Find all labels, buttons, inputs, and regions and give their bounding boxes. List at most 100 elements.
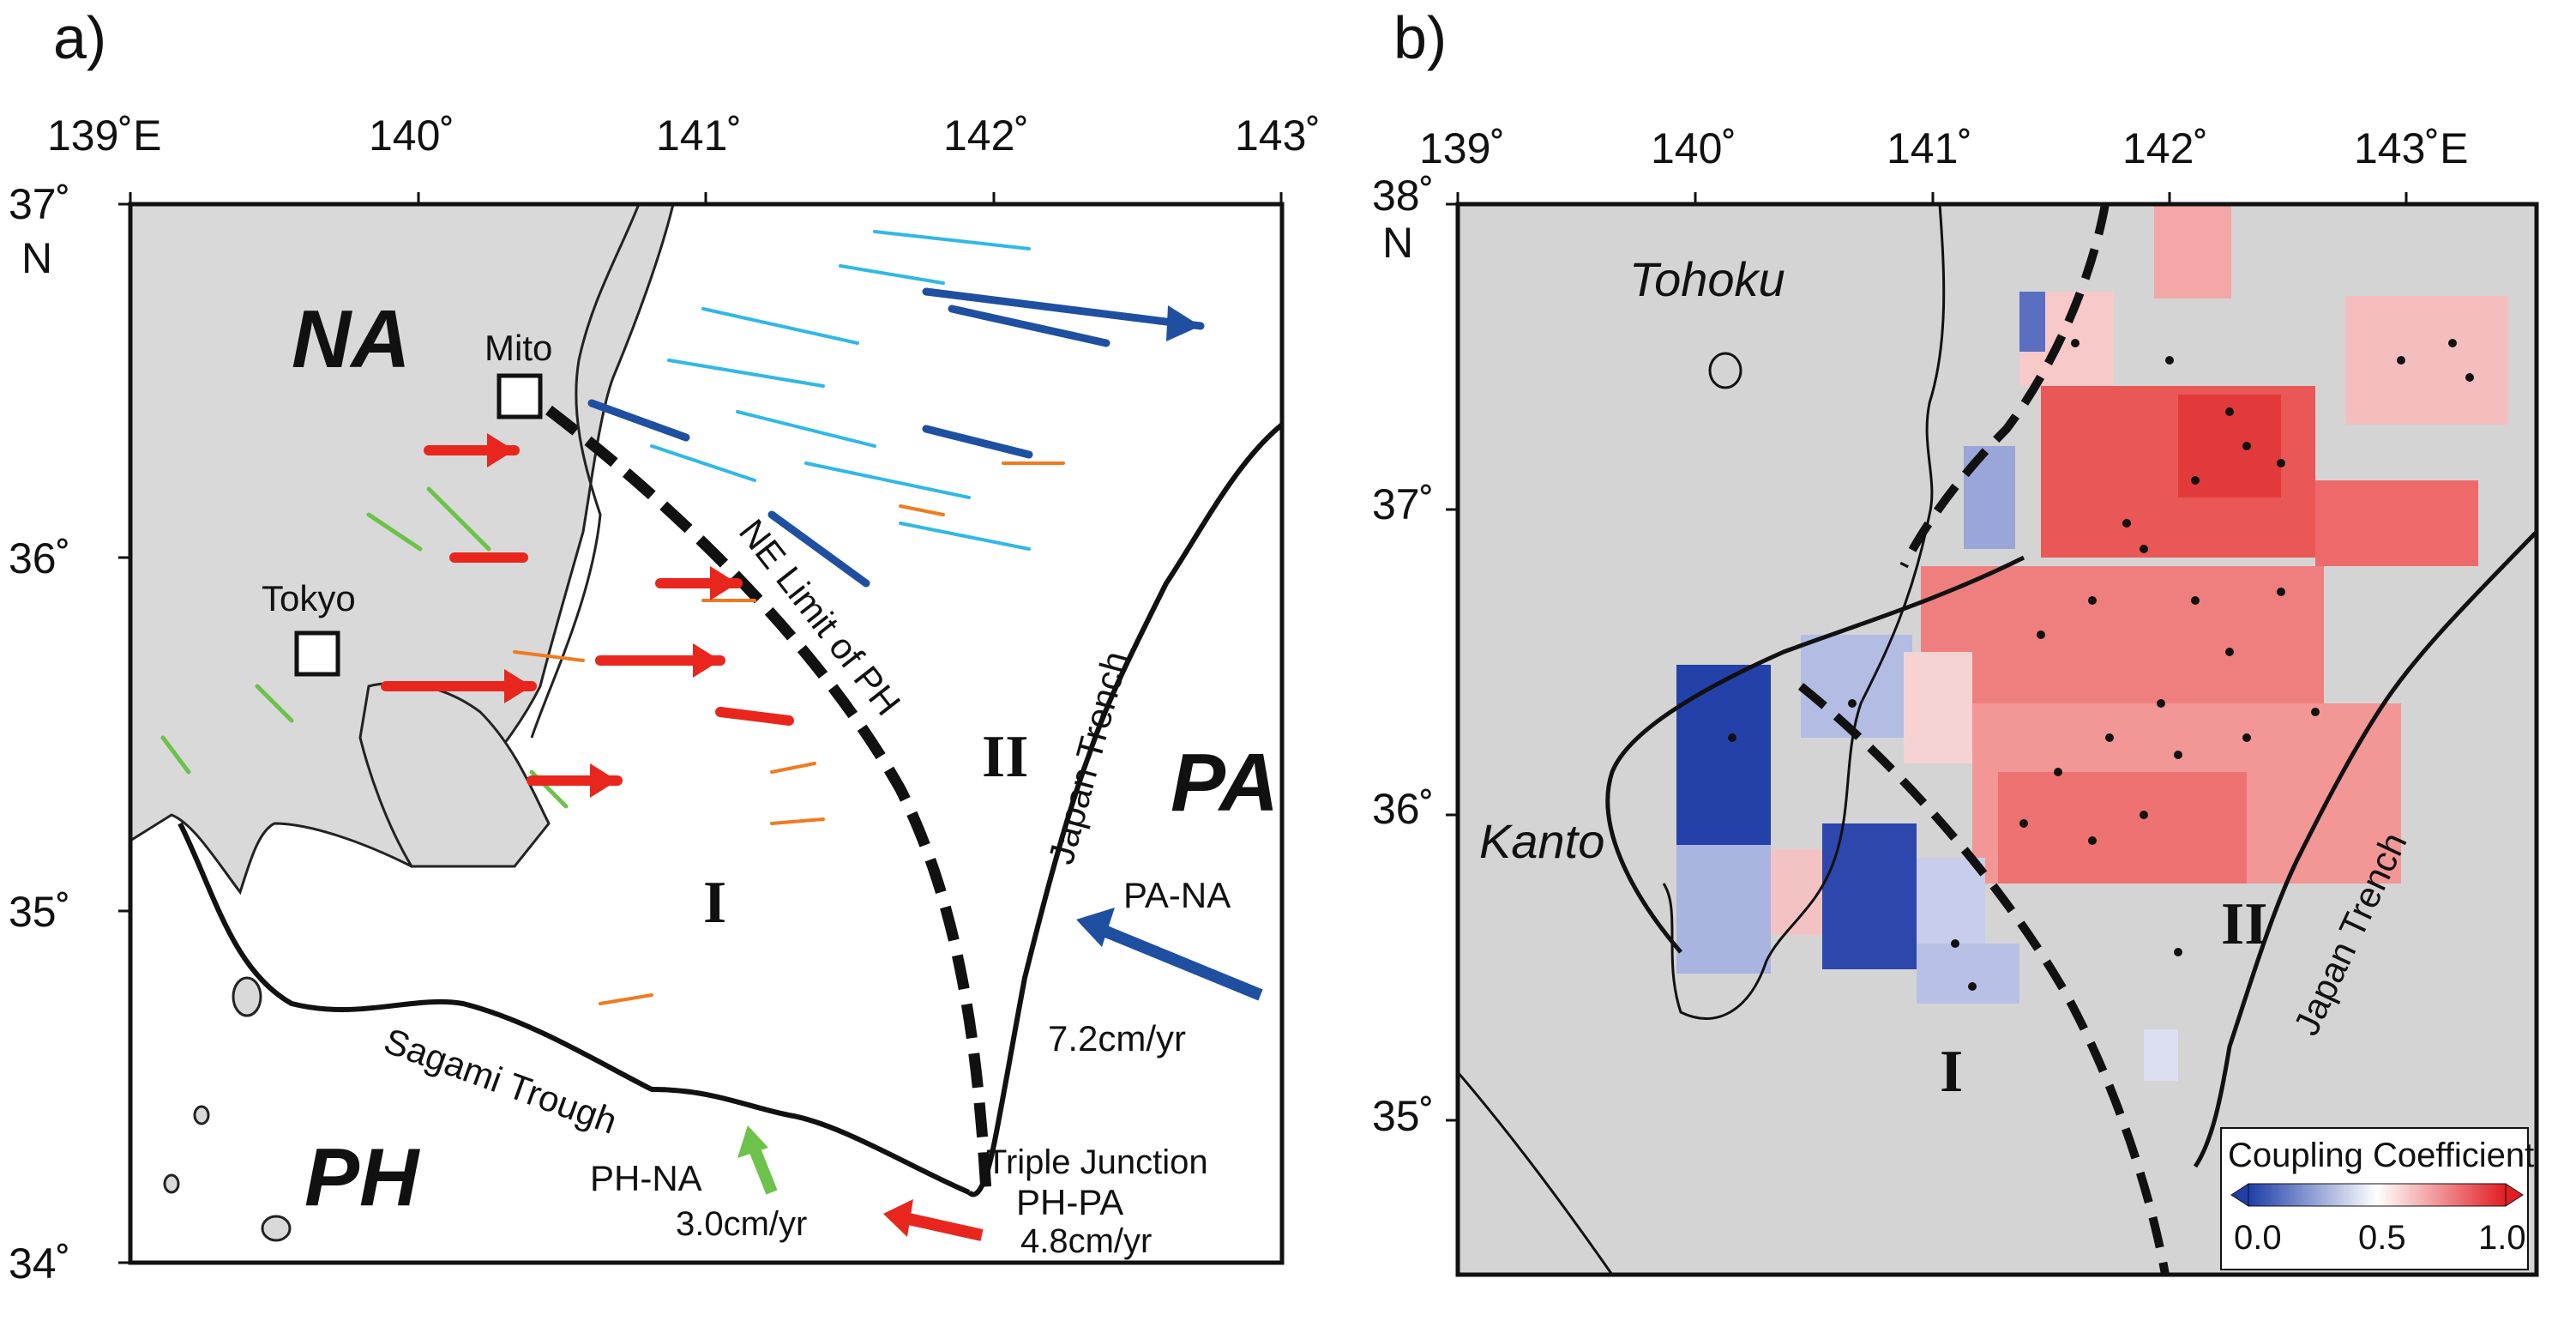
panel-a-label: a) (53, 4, 106, 71)
japan-trench-line-b (2193, 530, 2537, 1168)
place-tokyo: Tokyo (262, 578, 356, 618)
panel-a-lat-ticks: 37˚ N 36˚ 35˚ 34˚ (9, 180, 130, 1288)
pa-na-rate: 7.2cm/yr (1048, 1018, 1186, 1059)
island-icon (1708, 352, 1742, 389)
island-icon (193, 1105, 210, 1125)
ph-na-arrowhead (737, 1125, 768, 1158)
place-mito: Mito (485, 328, 552, 368)
colorbar-tick: 0.0 (2234, 1219, 2282, 1257)
vector-arrow (650, 444, 756, 482)
island-icon (163, 1173, 180, 1194)
vector-arrow (426, 486, 491, 552)
vector-arrow (873, 230, 1031, 250)
vector-arrow (255, 684, 294, 723)
gps-vector-field (160, 230, 1205, 1005)
lat-tick-label: 36˚ (9, 534, 70, 582)
plate-motion-arrows (737, 908, 1263, 1241)
lon-tick-label: 143˚E (2354, 124, 2468, 172)
vector-arrow (804, 461, 971, 499)
ph-pa-label: PH-PA (1016, 1182, 1123, 1222)
plate-label-pa: PA (1171, 737, 1279, 829)
vector-arrowhead (487, 433, 515, 467)
coupling-cell (2154, 204, 2231, 299)
lat-tick-label: 37˚ (1372, 480, 1434, 528)
lat-tick-label: 35˚ (1372, 1092, 1434, 1140)
pa-na-arrowhead (1076, 908, 1115, 947)
vector-arrow (899, 504, 945, 516)
pa-na-arrow (1095, 922, 1263, 1001)
pa-na-label: PA-NA (1123, 875, 1231, 915)
coupling-cell (1998, 772, 2247, 884)
vector-arrow (715, 707, 794, 726)
vector-arrow (667, 359, 825, 388)
vector-arrow (899, 522, 1031, 551)
japan-trench-line-a (966, 422, 1282, 1197)
lat-unit-label: N (1382, 219, 1413, 267)
ph-pa-arrow (903, 1212, 984, 1241)
panel-b: b) (1372, 4, 2539, 1277)
coupling-cell (1676, 665, 1771, 845)
lat-tick-label: 36˚ (1372, 785, 1434, 833)
lon-tick-label: 141˚ (656, 112, 742, 160)
lon-tick-label: 142˚ (943, 112, 1029, 160)
panel-a: a) (9, 4, 1321, 1288)
plate-label-na: NA (292, 293, 411, 385)
lon-tick-label: 141˚ (1887, 124, 1972, 172)
vector-arrowhead (504, 669, 532, 703)
panel-a-coast-line (530, 204, 641, 739)
panel-b-lon-ticks: 139˚ 140˚ 141˚ 142˚ 143˚E (1419, 124, 2468, 204)
vector-arrowhead (693, 643, 720, 678)
vector-arrow (948, 305, 1110, 347)
lon-tick-label: 143˚ (1235, 112, 1321, 160)
panel-b-coast-line (1662, 204, 1946, 1020)
sagami-trough-line-b (1605, 555, 2025, 954)
vector-arrowhead (710, 566, 737, 600)
coupling-cell (1676, 845, 1771, 974)
vector-arrow (767, 510, 870, 588)
ph-na-label: PH-NA (590, 1158, 702, 1198)
lon-tick-label: 140˚ (369, 112, 454, 160)
lon-tick-label: 142˚ (2122, 124, 2208, 172)
ph-pa-rate: 4.8cm/yr (1020, 1222, 1152, 1260)
lon-tick-label: 139˚ (1419, 124, 1505, 172)
lon-tick-label: 139˚E (47, 112, 161, 160)
island-icon (261, 1215, 292, 1242)
vector-arrowhead (590, 763, 617, 798)
island-icon (232, 976, 262, 1017)
tokyo-marker (294, 630, 340, 677)
ph-na-arrow (749, 1147, 778, 1195)
colorbar-title: Coupling Coefficient (2228, 1137, 2534, 1174)
vector-arrow (736, 410, 876, 448)
coupling-cell (2345, 296, 2508, 425)
vector-arrow (513, 650, 585, 662)
mito-marker (497, 373, 543, 419)
vector-arrow (160, 735, 191, 775)
colorbar-gradient (2248, 1183, 2507, 1207)
coupling-cell (2315, 480, 2478, 566)
coupling-cell (2019, 292, 2045, 352)
vector-arrow (701, 307, 859, 345)
epicenter-dots (1728, 339, 2474, 991)
colorbar-high-arrow (2505, 1183, 2524, 1207)
vector-arrow (839, 264, 945, 285)
sagami-trough-line (178, 822, 971, 1195)
ne-limit-line (545, 405, 992, 1193)
coupling-cell (1904, 652, 1972, 763)
ne-limit-line-b (1899, 204, 2110, 569)
vector-arrow (922, 287, 1205, 330)
panel-a-lon-ticks: 139˚E 140˚ 141˚ 142˚ 143˚ (47, 112, 1321, 204)
region-label-ii: II (982, 724, 1028, 790)
lon-tick-label: 140˚ (1651, 124, 1736, 172)
coupling-cell (1917, 944, 2019, 1004)
panel-b-lat-ticks: 38˚ N 37˚ 36˚ 35˚ (1372, 172, 1458, 1140)
region-label-i-b: I (1940, 1039, 1963, 1105)
panel-b-label: b) (1393, 4, 1447, 71)
lat-unit-label: N (21, 234, 52, 282)
lat-tick-label: 35˚ (9, 888, 70, 936)
vector-arrow (922, 425, 1033, 459)
region-label-ii-b: II (2221, 891, 2267, 957)
vector-arrow (770, 817, 825, 825)
place-tohoku: Tohoku (1629, 252, 1785, 306)
lat-tick-label: 37˚ (9, 180, 70, 228)
